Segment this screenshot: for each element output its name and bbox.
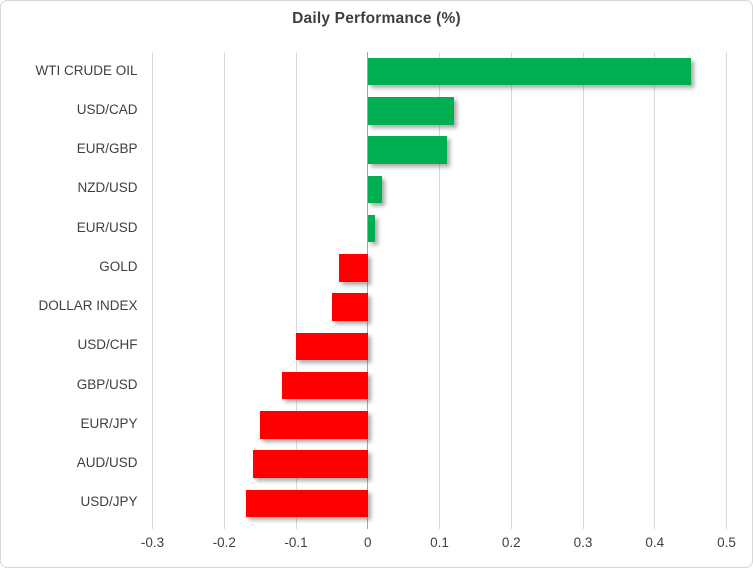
gridline — [654, 52, 656, 529]
category-label-aud-usd: AUD/USD — [76, 455, 138, 471]
x-tick-label--0_3: -0.3 — [140, 535, 165, 550]
gridline — [295, 52, 297, 529]
category-label-gbp-usd: GBP/USD — [76, 376, 138, 392]
bar-dollar-index — [331, 293, 368, 321]
category-label-usd-cad: USD/CAD — [76, 101, 138, 117]
category-label-eur-usd: EUR/USD — [76, 219, 138, 235]
gridline — [223, 52, 225, 529]
gridline — [726, 52, 727, 529]
category-label-wti-crude-oil: WTI CRUDE OIL — [35, 62, 138, 78]
bar-usd-jpy — [245, 489, 368, 518]
category-label-eur-jpy: EUR/JPY — [80, 415, 138, 431]
x-tick-label-0_1: 0.1 — [430, 535, 449, 550]
bar-usd-cad — [367, 97, 454, 125]
gridline — [582, 52, 584, 529]
category-label-usd-jpy: USD/JPY — [80, 494, 138, 510]
gridline — [510, 52, 512, 529]
chart-title: Daily Performance (%) — [292, 10, 461, 27]
x-tick-label--0_1: -0.1 — [284, 535, 308, 550]
category-label-gold: GOLD — [99, 258, 138, 274]
category-label-eur-gbp: EUR/GBP — [76, 141, 138, 157]
x-tick-label-0_5: 0.5 — [717, 535, 736, 550]
x-tick-label-0_4: 0.4 — [645, 535, 665, 550]
x-tick-label--0_2: -0.2 — [212, 535, 236, 550]
zero-axis-line — [367, 52, 369, 529]
bar-wti-crude-oil — [367, 57, 691, 86]
bar-aud-usd — [252, 450, 368, 478]
bar-nzd-usd — [367, 175, 383, 204]
category-label-dollar-index: DOLLAR INDEX — [38, 298, 138, 314]
bar-gold — [339, 254, 368, 282]
gridline — [439, 52, 440, 529]
x-tick-label-0_3: 0.3 — [573, 535, 593, 550]
category-label-nzd-usd: NZD/USD — [77, 180, 138, 196]
x-tick-label-0: 0 — [363, 535, 372, 550]
bar-eur-usd — [367, 214, 375, 243]
bar-usd-chf — [296, 332, 368, 361]
x-tick-label-0_2: 0.2 — [501, 535, 521, 550]
category-label-usd-chf: USD/CHF — [77, 337, 138, 353]
gridline — [152, 52, 153, 529]
bar-eur-jpy — [260, 411, 368, 439]
bar-eur-gbp — [367, 136, 447, 164]
bar-gbp-usd — [281, 371, 368, 400]
